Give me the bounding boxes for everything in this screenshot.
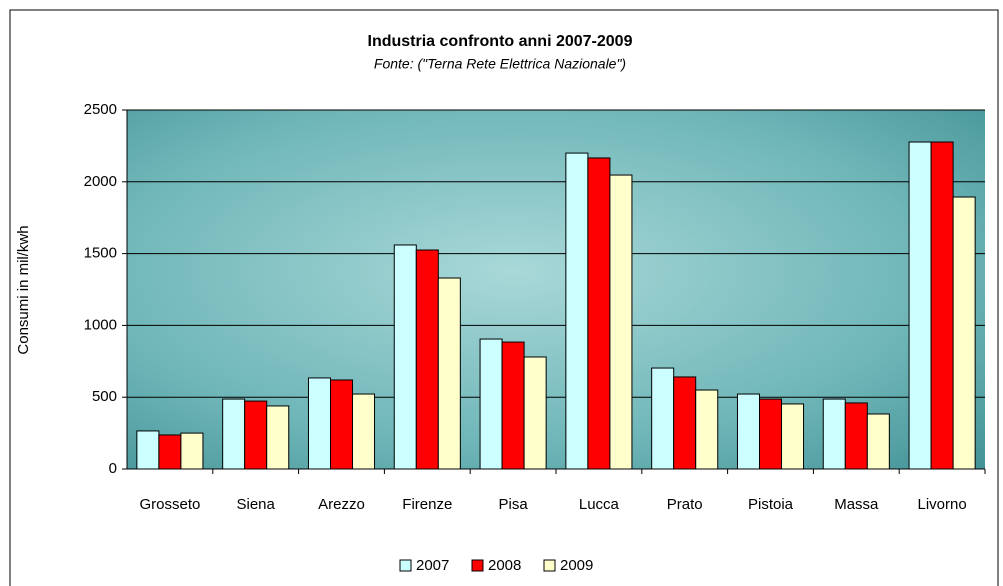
x-tick-label: Massa	[834, 496, 879, 513]
x-tick-label: Firenze	[402, 496, 452, 513]
bar	[674, 377, 696, 469]
bar	[696, 390, 718, 469]
bar	[159, 435, 181, 469]
bar	[867, 414, 889, 469]
bar	[223, 399, 245, 469]
bar	[566, 153, 588, 469]
bar	[931, 142, 953, 469]
bar	[438, 278, 460, 469]
x-tick-label: Siena	[237, 496, 276, 513]
bar	[353, 394, 375, 469]
bar	[416, 250, 438, 469]
bar	[308, 378, 330, 469]
y-axis-label: Consumi in mil/kwh	[15, 225, 32, 354]
legend-swatch	[472, 560, 483, 571]
y-tick-label: 2500	[84, 101, 117, 118]
chart: Industria confronto anni 2007-2009 Fonte…	[0, 0, 1003, 586]
x-tick-label: Prato	[667, 496, 703, 513]
bar	[588, 158, 610, 469]
bar	[245, 401, 267, 469]
chart-subtitle: Fonte: ("Terna Rete Elettrica Nazionale"…	[374, 56, 626, 72]
legend-label: 2008	[488, 557, 521, 574]
x-tick-label: Arezzo	[318, 496, 365, 513]
bar	[394, 245, 416, 469]
bar	[845, 403, 867, 469]
legend-label: 2009	[560, 557, 593, 574]
bar	[909, 142, 931, 469]
x-tick-label: Grosseto	[139, 496, 200, 513]
legend-label: 2007	[416, 557, 449, 574]
bar	[782, 404, 804, 469]
bar	[181, 433, 203, 469]
bar	[652, 368, 674, 469]
legend-swatch	[544, 560, 555, 571]
bar	[137, 431, 159, 469]
bar	[330, 380, 352, 469]
bar	[502, 342, 524, 469]
bar	[737, 394, 759, 469]
y-tick-label: 500	[92, 388, 117, 405]
y-tick-label: 0	[109, 460, 117, 477]
x-tick-label: Lucca	[579, 496, 620, 513]
x-tick-label: Pisa	[499, 496, 529, 513]
x-tick-label: Livorno	[917, 496, 966, 513]
legend-swatch	[400, 560, 411, 571]
chart-title: Industria confronto anni 2007-2009	[368, 33, 633, 50]
x-tick-label: Pistoia	[748, 496, 794, 513]
bar	[267, 406, 289, 469]
bar	[759, 399, 781, 469]
y-tick-label: 1000	[84, 316, 117, 333]
bar	[480, 339, 502, 469]
y-tick-label: 2000	[84, 173, 117, 190]
y-tick-label: 1500	[84, 245, 117, 262]
bar	[524, 357, 546, 469]
bar	[823, 399, 845, 469]
bar	[610, 175, 632, 469]
bar	[953, 197, 975, 469]
